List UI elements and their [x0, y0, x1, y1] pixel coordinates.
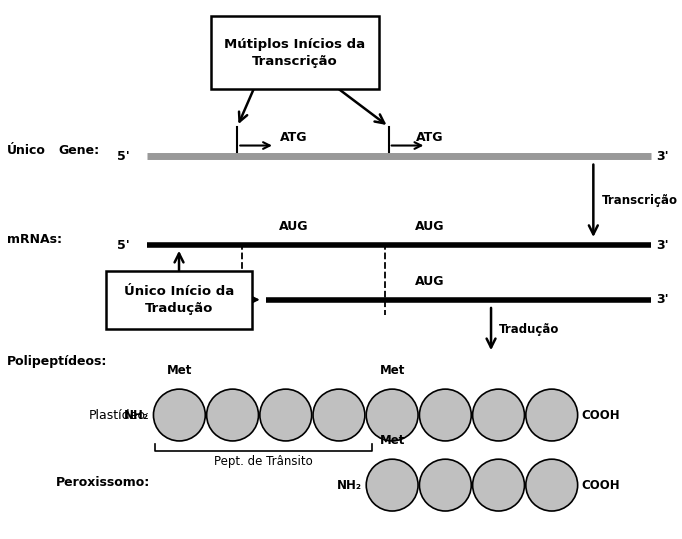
Text: 5': 5' [117, 150, 130, 163]
Text: Met: Met [379, 434, 405, 447]
Ellipse shape [419, 459, 471, 511]
Text: Met: Met [379, 364, 405, 377]
Ellipse shape [526, 389, 578, 441]
Text: Gene:: Gene: [58, 144, 99, 157]
Ellipse shape [207, 389, 258, 441]
Text: Único: Único [7, 144, 46, 157]
Ellipse shape [366, 389, 418, 441]
Ellipse shape [419, 389, 471, 441]
Text: ATG: ATG [280, 132, 307, 144]
Text: NH₂: NH₂ [124, 409, 149, 421]
Ellipse shape [473, 389, 524, 441]
Text: AUG: AUG [415, 220, 445, 233]
Text: Met: Met [166, 364, 192, 377]
Text: NH₂: NH₂ [337, 479, 362, 492]
Text: Pept. de Trânsito: Pept. de Trânsito [214, 455, 312, 468]
Text: COOH: COOH [582, 479, 621, 492]
Ellipse shape [526, 459, 578, 511]
FancyBboxPatch shape [211, 16, 379, 89]
Text: ATG: ATG [416, 132, 443, 144]
Text: Peroxissomo:: Peroxissomo: [56, 476, 150, 489]
Text: Transcrição: Transcrição [602, 194, 677, 208]
Ellipse shape [260, 389, 312, 441]
Text: AUG: AUG [415, 275, 445, 288]
Text: AUG: AUG [278, 220, 308, 233]
FancyBboxPatch shape [106, 271, 252, 329]
Text: 3': 3' [656, 150, 669, 163]
Text: COOH: COOH [582, 409, 621, 421]
Ellipse shape [313, 389, 365, 441]
Ellipse shape [153, 389, 205, 441]
Text: 3': 3' [656, 239, 669, 252]
Text: Polipeptídeos:: Polipeptídeos: [7, 355, 107, 368]
Ellipse shape [473, 459, 524, 511]
Text: Plastídeo:: Plastídeo: [89, 409, 150, 421]
Text: Mútiplos Inícios da
Transcrição: Mútiplos Inícios da Transcrição [224, 38, 366, 67]
Text: 5': 5' [117, 239, 130, 252]
Text: Tradução: Tradução [499, 322, 560, 336]
Text: 3': 3' [656, 293, 669, 306]
Text: 5': 5' [238, 293, 251, 306]
Ellipse shape [366, 459, 418, 511]
Text: Único Início da
Tradução: Único Início da Tradução [124, 285, 234, 315]
Text: mRNAs:: mRNAs: [7, 233, 62, 246]
